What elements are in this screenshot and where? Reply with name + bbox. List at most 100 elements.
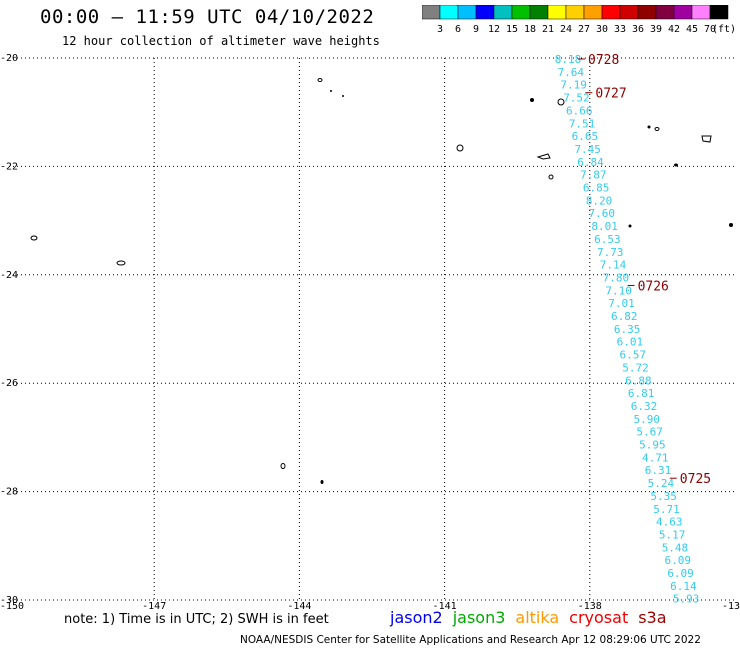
island bbox=[654, 127, 660, 131]
time-label: 0727 bbox=[595, 87, 626, 102]
wave-height-label: 6.81 bbox=[628, 387, 655, 400]
lon-tick-label: -144 bbox=[287, 601, 311, 612]
credit-line: NOAA/NESDIS Center for Satellite Applica… bbox=[240, 634, 701, 646]
lon-tick-label: -141 bbox=[433, 601, 457, 612]
units-note: note: 1) Time is in UTC; 2) SWH is in fe… bbox=[64, 612, 329, 627]
wave-height-label: 7.19 bbox=[560, 79, 587, 92]
lat-tick-label: -20 bbox=[0, 53, 18, 64]
wave-height-label: 5.90 bbox=[634, 413, 661, 426]
island bbox=[30, 235, 38, 241]
wave-height-label: 5.48 bbox=[662, 541, 689, 554]
wave-height-label: 7.73 bbox=[597, 246, 624, 259]
wave-height-label: 6.84 bbox=[577, 156, 604, 169]
satellite-legend: jason2 jason3 altika cryosat s3a bbox=[390, 608, 667, 627]
island bbox=[729, 223, 733, 227]
colorbar-tick-label: 12 bbox=[488, 24, 500, 35]
island bbox=[536, 153, 551, 160]
colorbar-swatch bbox=[709, 5, 729, 20]
wave-height-label: 7.80 bbox=[603, 271, 630, 284]
island bbox=[456, 144, 464, 152]
satellite-legend-cryosat: cryosat bbox=[569, 608, 629, 627]
wave-height-label: 6.09 bbox=[665, 554, 692, 567]
island bbox=[280, 463, 286, 469]
wave-height-label: 6.88 bbox=[625, 374, 652, 387]
island bbox=[116, 260, 126, 266]
satellite-legend-jason2: jason2 bbox=[390, 608, 443, 627]
colorbar-tick-label: 27 bbox=[578, 24, 590, 35]
lon-tick-label: -138 bbox=[578, 601, 602, 612]
map-subtitle: 12 hour collection of altimeter wave hei… bbox=[62, 34, 380, 48]
island bbox=[674, 163, 678, 167]
lon-tick-label: -150 bbox=[0, 601, 24, 612]
wave-height-label: 4.63 bbox=[656, 516, 683, 529]
wave-height-label: 5.93 bbox=[673, 593, 700, 606]
wave-height-label: 6.09 bbox=[667, 567, 694, 580]
wave-height-label: 7.45 bbox=[574, 143, 601, 156]
wave-height-label: 4.71 bbox=[642, 451, 669, 464]
wave-height-label: 7.01 bbox=[608, 297, 635, 310]
time-label: 0728 bbox=[588, 53, 619, 68]
wave-height-label: 7.10 bbox=[605, 284, 632, 297]
island bbox=[557, 98, 565, 106]
colorbar-unit: (ft) bbox=[712, 24, 736, 35]
colorbar-tick-label: 70 bbox=[704, 24, 716, 35]
wave-height-label: 7.87 bbox=[580, 169, 607, 182]
island bbox=[701, 135, 712, 143]
satellite-legend-jason3: jason3 bbox=[452, 608, 506, 627]
wave-height-label: 5.71 bbox=[653, 503, 680, 516]
lat-tick-label: -24 bbox=[0, 270, 18, 281]
island bbox=[342, 95, 344, 97]
lon-tick-label: -147 bbox=[142, 601, 166, 612]
lon-tick-label: -13 bbox=[722, 601, 740, 612]
colorbar-tick-label: 33 bbox=[614, 24, 626, 35]
wave-height-label: 7.64 bbox=[558, 66, 585, 79]
lat-tick-label: -22 bbox=[0, 161, 18, 172]
wave-height-colorbar: 3 6 9 12 15 18 21 24 27 30 33 36 39 42 45 70(ft) bbox=[422, 5, 736, 35]
colorbar-tick-label: 9 bbox=[473, 24, 479, 35]
wave-height-label: 6.01 bbox=[617, 336, 644, 349]
wave-height-label: 6.57 bbox=[619, 349, 646, 362]
wave-height-label: 6.53 bbox=[594, 233, 621, 246]
colorbar-tick-label: 6 bbox=[455, 24, 461, 35]
colorbar-tick-label: 45 bbox=[686, 24, 698, 35]
wave-height-label: 6.85 bbox=[583, 182, 610, 195]
wave-height-label: 5.72 bbox=[622, 361, 649, 374]
colorbar-tick-label: 24 bbox=[560, 24, 572, 35]
wave-height-label: 8.20 bbox=[586, 194, 613, 207]
colorbar-tick-label: 36 bbox=[632, 24, 644, 35]
island bbox=[317, 78, 323, 82]
wave-height-label: 6.32 bbox=[631, 400, 658, 413]
wave-height-label: 5.95 bbox=[639, 439, 666, 452]
colorbar-tick-label: 15 bbox=[506, 24, 518, 35]
time-label: 0725 bbox=[680, 472, 711, 487]
wave-height-label: 7.52 bbox=[563, 92, 590, 105]
wave-height-label: 5.67 bbox=[636, 426, 663, 439]
island bbox=[330, 90, 332, 92]
colorbar-tick-label: 39 bbox=[650, 24, 662, 35]
wave-height-label: 8.01 bbox=[591, 220, 618, 233]
time-label: 0726 bbox=[638, 279, 669, 294]
lat-tick-label: -30 bbox=[0, 595, 18, 606]
island-outlines bbox=[30, 78, 733, 484]
wave-height-label: 6.31 bbox=[645, 464, 672, 477]
satellite-legend-s3a: s3a bbox=[638, 608, 667, 627]
lat-tick-label: -26 bbox=[0, 378, 18, 389]
wave-height-label: 5.17 bbox=[659, 528, 686, 541]
lat-tick-label: -28 bbox=[0, 487, 18, 498]
wave-height-label: 6.14 bbox=[670, 580, 697, 593]
wave-height-label: 5.35 bbox=[650, 490, 677, 503]
wave-height-label: 6.82 bbox=[611, 310, 638, 323]
island bbox=[548, 174, 554, 180]
wave-height-label: 6.35 bbox=[614, 323, 641, 336]
colorbar-tick-label: 42 bbox=[668, 24, 680, 35]
island bbox=[320, 480, 324, 484]
island bbox=[628, 224, 632, 228]
wave-height-label: 5.24 bbox=[648, 477, 675, 490]
wave-height-label: 6.66 bbox=[566, 104, 593, 117]
wave-height-label: 8.18 bbox=[555, 53, 582, 66]
wave-height-label: 7.60 bbox=[589, 207, 616, 220]
wave-height-label: 7.51 bbox=[569, 117, 596, 130]
colorbar-tick-label: 21 bbox=[542, 24, 554, 35]
colorbar-tick-label: 30 bbox=[596, 24, 608, 35]
map-title: 00:00 – 11:59 UTC 04/10/2022 bbox=[40, 6, 375, 28]
